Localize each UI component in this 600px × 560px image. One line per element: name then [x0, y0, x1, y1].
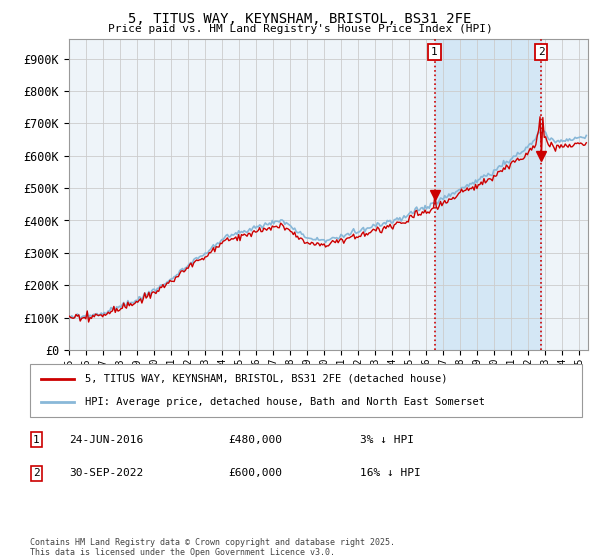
- Text: Contains HM Land Registry data © Crown copyright and database right 2025.
This d: Contains HM Land Registry data © Crown c…: [30, 538, 395, 557]
- Text: 5, TITUS WAY, KEYNSHAM, BRISTOL, BS31 2FE: 5, TITUS WAY, KEYNSHAM, BRISTOL, BS31 2F…: [128, 12, 472, 26]
- Text: 16% ↓ HPI: 16% ↓ HPI: [360, 468, 421, 478]
- Text: 5, TITUS WAY, KEYNSHAM, BRISTOL, BS31 2FE (detached house): 5, TITUS WAY, KEYNSHAM, BRISTOL, BS31 2F…: [85, 374, 448, 384]
- Text: Price paid vs. HM Land Registry's House Price Index (HPI): Price paid vs. HM Land Registry's House …: [107, 24, 493, 34]
- Text: 3% ↓ HPI: 3% ↓ HPI: [360, 435, 414, 445]
- Bar: [434, 39, 541, 350]
- Text: 30-SEP-2022: 30-SEP-2022: [69, 468, 143, 478]
- Text: 2: 2: [538, 47, 545, 57]
- Text: 1: 1: [33, 435, 40, 445]
- Text: 1: 1: [431, 47, 438, 57]
- Text: 24-JUN-2016: 24-JUN-2016: [69, 435, 143, 445]
- FancyBboxPatch shape: [30, 364, 582, 417]
- Text: 2: 2: [33, 468, 40, 478]
- Text: £600,000: £600,000: [228, 468, 282, 478]
- Text: HPI: Average price, detached house, Bath and North East Somerset: HPI: Average price, detached house, Bath…: [85, 397, 485, 407]
- Text: £480,000: £480,000: [228, 435, 282, 445]
